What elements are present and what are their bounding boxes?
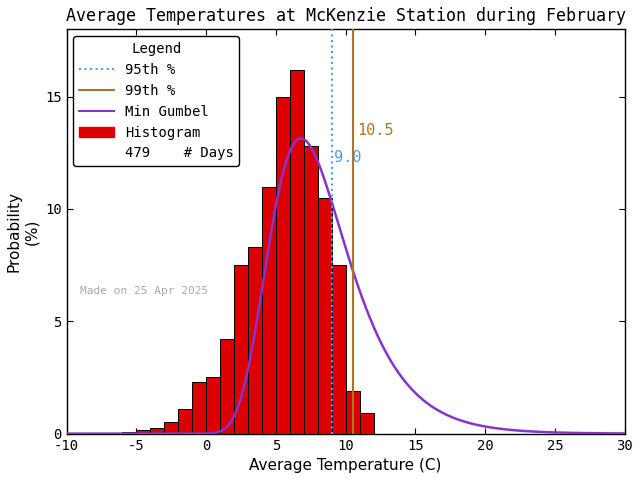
Bar (290, 70, 304, 433)
Bar (136, 430, 150, 433)
Title: Average Temperatures at McKenzie Station during February: Average Temperatures at McKenzie Station… (65, 7, 625, 25)
Legend: 95th %, 99th %, Min Gumbel, Histogram, 479    # Days: 95th %, 99th %, Min Gumbel, Histogram, 4… (74, 36, 239, 166)
Bar (317, 198, 332, 433)
Bar (304, 146, 317, 433)
Bar (178, 409, 192, 433)
Bar (122, 432, 136, 433)
Bar (276, 96, 290, 433)
Y-axis label: Probability
(%): Probability (%) (7, 191, 39, 272)
Bar (234, 265, 248, 433)
Text: 10.5: 10.5 (356, 123, 393, 138)
Bar (164, 422, 178, 433)
Text: 9.0: 9.0 (335, 150, 362, 165)
Bar (192, 382, 206, 433)
Bar (150, 428, 164, 433)
Text: Made on 25 Apr 2025: Made on 25 Apr 2025 (81, 286, 209, 296)
Bar (206, 377, 220, 433)
Bar (346, 391, 360, 433)
Bar (332, 265, 346, 433)
X-axis label: Average Temperature (C): Average Temperature (C) (250, 458, 442, 473)
Bar (220, 339, 234, 433)
Bar (248, 247, 262, 433)
Bar (360, 413, 374, 433)
Bar (262, 187, 276, 433)
